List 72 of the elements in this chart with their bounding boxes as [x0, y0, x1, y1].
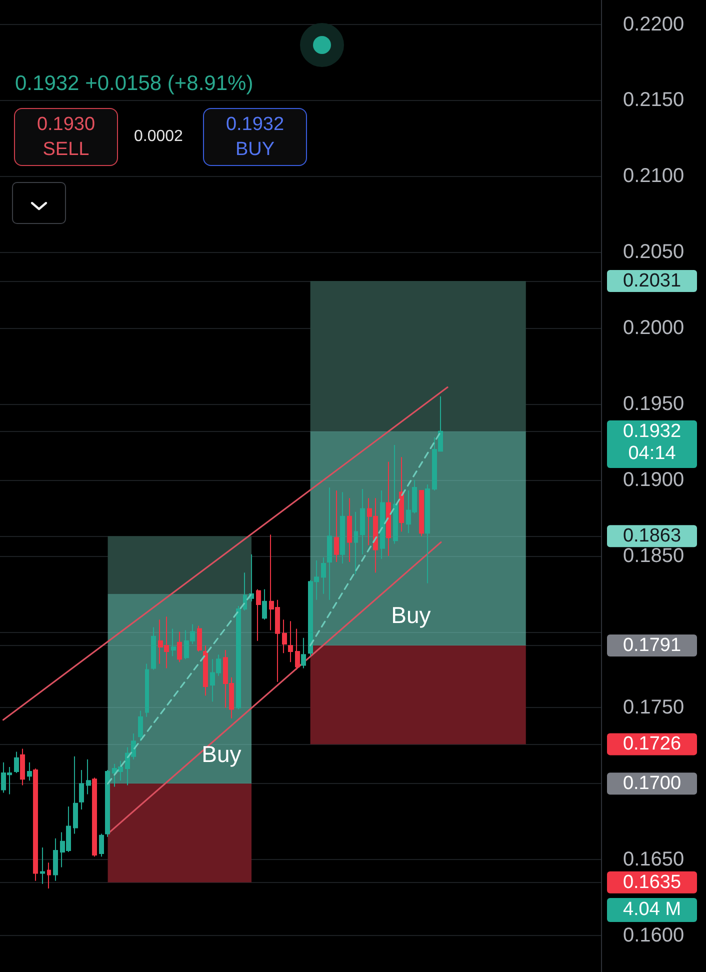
- y-tick-label: 0.2200: [623, 13, 684, 36]
- candlestick: [301, 637, 306, 669]
- y-tick-label: 0.1750: [623, 696, 684, 719]
- y-tick-label: 0.2150: [623, 89, 684, 112]
- candlestick: [321, 556, 326, 594]
- y-tick-label: 0.2031: [622, 270, 682, 292]
- candlestick: [425, 484, 430, 584]
- candlestick: [73, 756, 78, 834]
- text: Buy: [202, 740, 242, 767]
- candlestick: [399, 456, 404, 532]
- candlestick: [393, 444, 398, 544]
- text: 0.1932 +0.0158 (+8.91%): [15, 72, 254, 96]
- candlestick: [27, 762, 32, 782]
- candlestick: [295, 628, 300, 670]
- candlestick: [334, 490, 339, 562]
- candlestick: [14, 751, 19, 774]
- candlestick: [197, 625, 202, 652]
- candlestick: [282, 619, 287, 654]
- y-tick-label: 0.1600: [623, 924, 684, 947]
- candlestick: [145, 663, 149, 718]
- candlestick: [171, 628, 176, 657]
- candlestick: [92, 777, 97, 858]
- y-tick-label: 0.1950: [623, 392, 684, 415]
- y-tick-label: 0.1863: [622, 526, 682, 547]
- y-tick-label: 0.2000: [623, 317, 684, 340]
- y-tick-label: 0.2050: [623, 241, 684, 264]
- candlestick: [340, 492, 345, 564]
- candlestick: [151, 626, 156, 670]
- candlestick: [243, 572, 247, 612]
- candlestick: [347, 498, 352, 562]
- candlestick: [203, 644, 208, 696]
- candlestick: [327, 487, 332, 600]
- candlestick: [249, 554, 254, 602]
- annotation: 0.1932: [226, 114, 284, 136]
- y-tick-label: 0.1726: [622, 734, 682, 755]
- text: Buy: [391, 602, 431, 628]
- candlestick: [86, 758, 91, 795]
- candlestick: [138, 710, 143, 742]
- candlestick: [380, 490, 385, 560]
- rounded-button: 0.1930 SELL: [14, 108, 118, 166]
- candlestick: [47, 862, 51, 889]
- y-tick-label: 0.1635: [622, 872, 682, 893]
- y-tick-label: 0.1791: [622, 634, 682, 656]
- y-tick-label: 0.1700: [622, 773, 682, 794]
- text: 4.04 M: [622, 899, 682, 921]
- candlestick: [419, 490, 424, 537]
- candlestick: [53, 838, 58, 882]
- y-tick-label: 0.1850: [623, 544, 684, 567]
- annotation: 0.0002: [134, 127, 183, 147]
- candlestick: [99, 833, 104, 858]
- candlestick: [20, 748, 25, 786]
- candlestick: [33, 768, 38, 882]
- y-tick-label: 0.2100: [623, 165, 684, 188]
- candlestick: [236, 605, 241, 710]
- text: 04:14: [628, 443, 676, 466]
- candlestick: [79, 770, 84, 810]
- candlestick: [386, 461, 391, 556]
- candlestick: [105, 770, 110, 838]
- candlestick: [40, 846, 45, 884]
- y-tick-label: 0.1650: [623, 848, 684, 871]
- y-tick-label: 0.1900: [623, 468, 684, 491]
- candlestick: [354, 511, 358, 575]
- candlestick: [177, 631, 182, 663]
- candlestick: [360, 488, 365, 555]
- candlestick: [262, 588, 267, 620]
- annotation: SELL: [42, 139, 90, 161]
- candlestick: [256, 588, 261, 642]
- annotation: 0.1930: [36, 114, 96, 136]
- annotation: BUY: [235, 139, 275, 161]
- rounded-button: 0.1932 BUY: [203, 108, 307, 166]
- y-tick-label: 0.1932: [622, 420, 682, 442]
- candlestick: [288, 620, 293, 663]
